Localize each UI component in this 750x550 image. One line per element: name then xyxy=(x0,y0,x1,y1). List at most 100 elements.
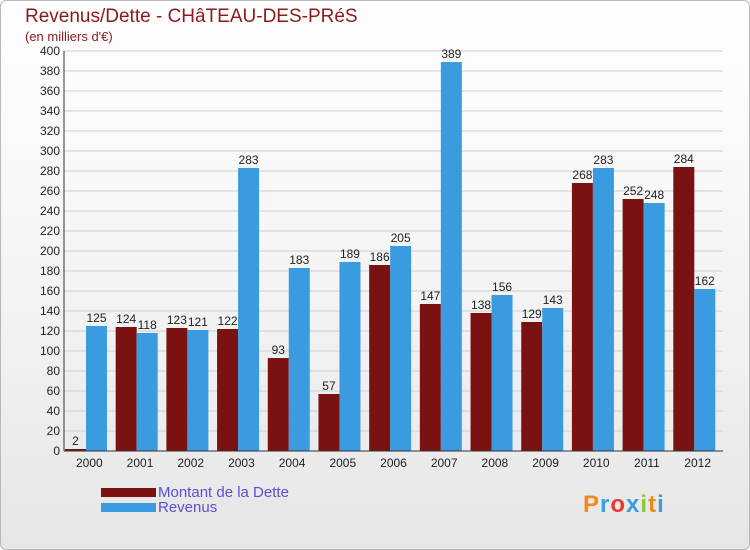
bar-revenus-2012 xyxy=(694,289,716,451)
y-tick-label: 80 xyxy=(47,364,61,378)
bar-revenus-2011 xyxy=(643,203,665,451)
logo-letter: P xyxy=(583,491,601,518)
y-tick-label: 320 xyxy=(40,124,60,138)
y-tick-label: 200 xyxy=(40,244,60,258)
x-tick-label: 2002 xyxy=(177,456,204,470)
label-revenus-2000: 125 xyxy=(86,311,106,325)
legend-item-dette: Montant de la Dette xyxy=(101,484,289,501)
bar-dette-2005 xyxy=(318,394,340,451)
legend-label-dette: Montant de la Dette xyxy=(158,484,289,501)
bar-dette-2004 xyxy=(267,358,289,451)
y-tick-label: 260 xyxy=(40,184,60,198)
bar-revenus-2006 xyxy=(390,246,412,451)
label-dette-2009: 129 xyxy=(522,307,542,321)
chart-title: Revenus/Dette - CHâTEAU-DES-PRéS xyxy=(25,6,358,27)
y-tick-label: 120 xyxy=(40,324,60,338)
legend-swatch-revenus xyxy=(101,503,156,512)
y-tick-label: 280 xyxy=(40,164,60,178)
proxiti-logo: Proxiti xyxy=(583,491,665,519)
bar-dette-2009 xyxy=(521,322,543,451)
bar-revenus-2000 xyxy=(86,326,107,451)
bar-revenus-2009 xyxy=(542,308,564,451)
label-revenus-2012: 162 xyxy=(695,274,715,288)
x-tick-label: 2011 xyxy=(634,456,660,470)
label-revenus-2003: 283 xyxy=(239,153,259,167)
y-tick-label: 360 xyxy=(40,84,60,98)
y-tick-label: 340 xyxy=(40,104,60,118)
logo-letter: r xyxy=(600,491,611,518)
bar-dette-2000 xyxy=(65,449,86,451)
x-tick-label: 2008 xyxy=(482,456,509,470)
x-tick-label: 2010 xyxy=(583,456,610,470)
y-tick-label: 0 xyxy=(53,444,60,458)
label-revenus-2002: 121 xyxy=(188,315,208,329)
x-tick-label: 2000 xyxy=(76,456,103,470)
y-tick-label: 100 xyxy=(40,344,60,358)
y-tick-label: 400 xyxy=(40,44,60,58)
label-revenus-2001: 118 xyxy=(138,318,157,332)
label-revenus-2008: 156 xyxy=(492,280,512,294)
bar-dette-2002 xyxy=(166,328,188,451)
label-dette-2001: 124 xyxy=(116,312,136,326)
label-dette-2006: 186 xyxy=(370,250,390,264)
y-tick-label: 140 xyxy=(40,304,60,318)
legend-item-revenus: Revenus xyxy=(101,499,289,516)
label-dette-2000: 2 xyxy=(72,434,79,448)
bar-dette-2011 xyxy=(622,199,644,451)
logo-letter: i xyxy=(640,491,649,518)
y-tick-label: 180 xyxy=(40,264,60,278)
label-dette-2012: 284 xyxy=(674,152,694,166)
x-tick-label: 2009 xyxy=(532,456,559,470)
label-revenus-2009: 143 xyxy=(543,293,563,307)
y-tick-label: 380 xyxy=(40,64,60,78)
x-tick-label: 2003 xyxy=(228,456,255,470)
bar-dette-2006 xyxy=(369,265,391,451)
bar-dette-2008 xyxy=(470,313,492,451)
label-dette-2007: 147 xyxy=(420,289,440,303)
bar-revenus-2002 xyxy=(187,330,209,451)
label-dette-2004: 93 xyxy=(272,343,286,357)
bar-dette-2007 xyxy=(419,304,441,451)
bar-dette-2010 xyxy=(571,183,593,451)
x-tick-label: 2001 xyxy=(127,456,154,470)
label-revenus-2006: 205 xyxy=(391,231,411,245)
y-tick-label: 40 xyxy=(47,404,61,418)
x-axis: 2000 2001 2002 2003 2004 2005 2006 2007 2008 2009… xyxy=(64,450,723,470)
x-tick-label: 2012 xyxy=(684,456,711,470)
y-tick-label: 240 xyxy=(40,204,60,218)
label-revenus-2007: 389 xyxy=(441,47,461,61)
bar-revenus-2008 xyxy=(491,295,513,451)
bar-dette-2003 xyxy=(217,329,239,451)
label-dette-2002: 123 xyxy=(167,313,187,327)
label-revenus-2005: 189 xyxy=(340,247,360,261)
chart-subtitle: (en milliers d'€) xyxy=(25,29,113,44)
x-tick-label: 2005 xyxy=(329,456,356,470)
logo-letter: o xyxy=(610,491,627,518)
label-revenus-2004: 183 xyxy=(289,253,309,267)
x-tick-label: 2007 xyxy=(431,456,458,470)
x-tick-label: 2006 xyxy=(380,456,407,470)
bar-revenus-2004 xyxy=(288,268,310,451)
bar-dette-2012 xyxy=(673,167,695,451)
bar-revenus-2001 xyxy=(136,333,158,451)
label-dette-2010: 268 xyxy=(572,168,592,182)
legend: Montant de la Dette Revenus xyxy=(101,484,289,516)
legend-label-revenus: Revenus xyxy=(158,499,218,516)
logo-letter: x xyxy=(626,491,641,518)
y-tick-label: 20 xyxy=(47,424,61,438)
bars xyxy=(65,62,716,451)
label-dette-2003: 122 xyxy=(218,314,238,328)
y-tick-label: 300 xyxy=(40,144,60,158)
y-tick-label: 60 xyxy=(47,384,61,398)
y-tick-label: 220 xyxy=(40,224,60,238)
y-tick-label: 160 xyxy=(40,284,60,298)
logo-letter: t xyxy=(648,491,658,518)
bar-revenus-2010 xyxy=(592,168,614,451)
x-tick-label: 2004 xyxy=(279,456,306,470)
label-revenus-2011: 248 xyxy=(644,188,664,202)
label-dette-2011: 252 xyxy=(623,184,643,198)
bar-dette-2001 xyxy=(115,327,137,451)
